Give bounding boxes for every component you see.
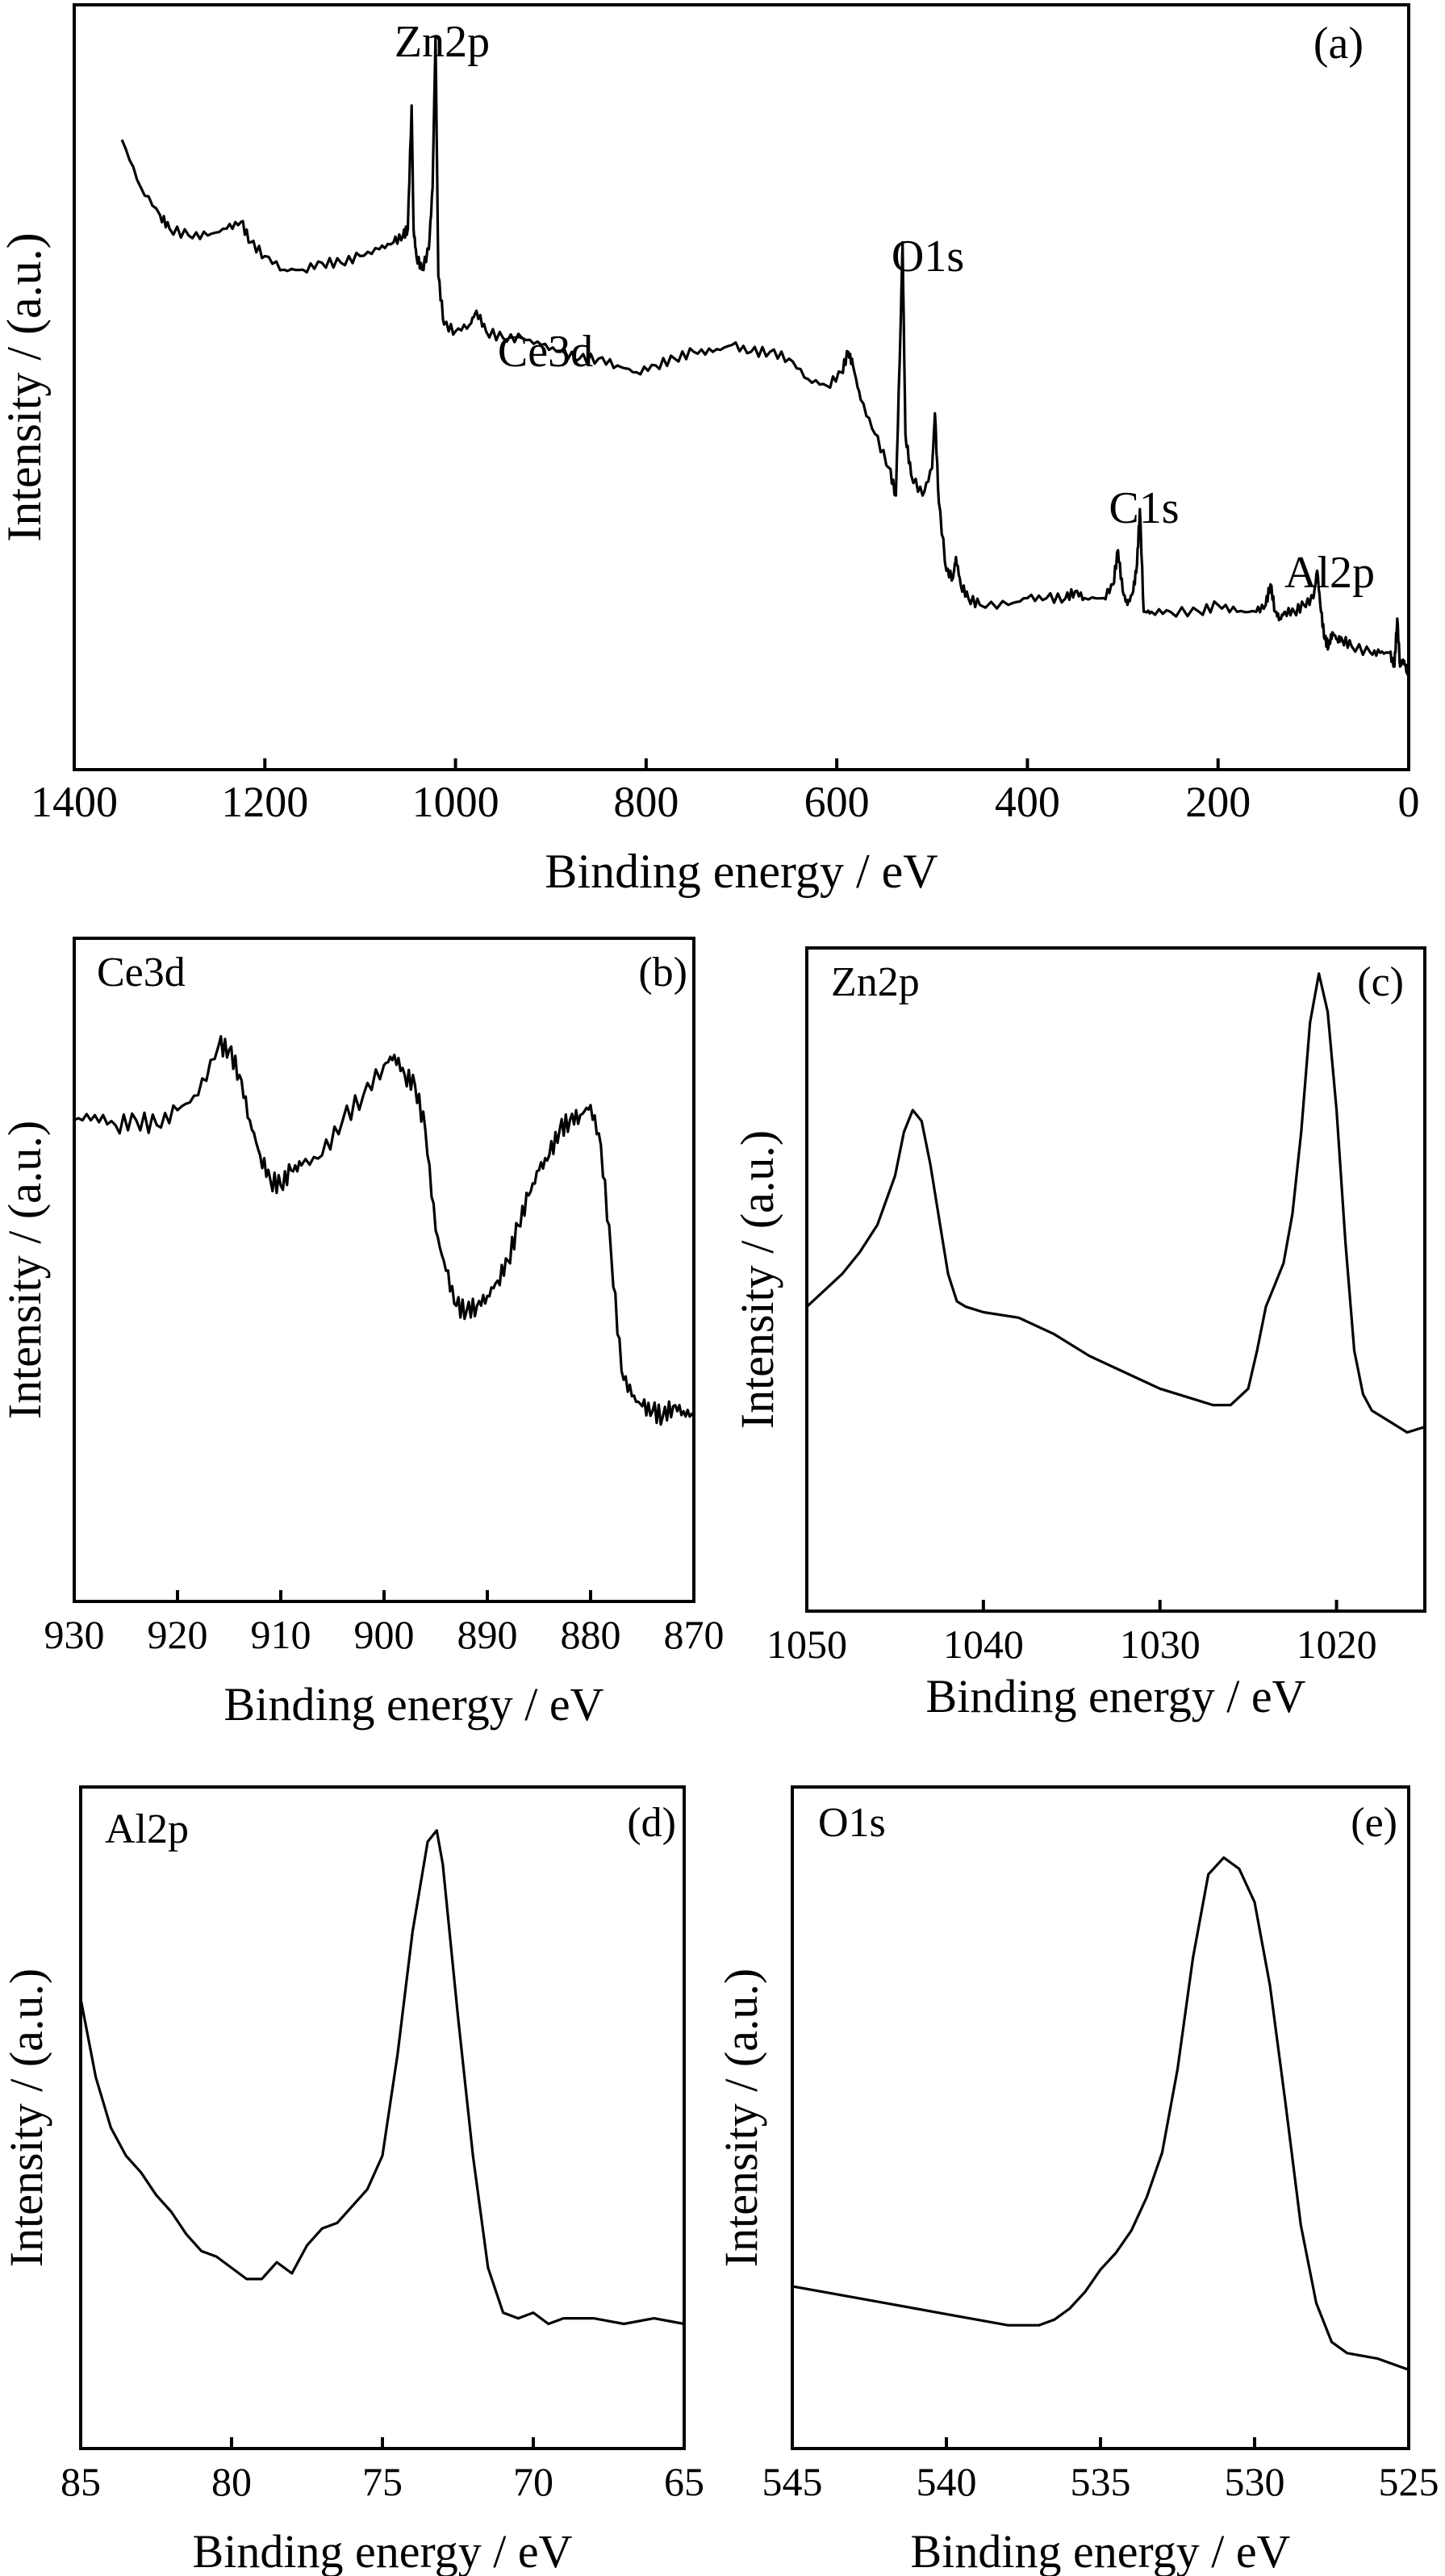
panel-a-label: (a)	[1313, 19, 1364, 69]
panel-a-x-tick-label: 200	[1185, 778, 1251, 826]
panel-d-inset-label: Al2p	[105, 1806, 189, 1852]
panel-a-frame	[73, 3, 1410, 771]
panel-c-series-line	[805, 972, 1426, 1434]
panel-d-x-tick-label: 85	[61, 2459, 101, 2504]
panel-b-x-tick-label: 880	[561, 1612, 621, 1657]
panel-e-x-tick-label: 535	[1071, 2459, 1131, 2504]
panel-a-peak-annotations: Zn2p Ce3d O1s C1s Al2p	[395, 17, 1375, 598]
panel-e-label: (e)	[1351, 1800, 1397, 1846]
panel-c-x-tick-label: 1040	[943, 1622, 1024, 1667]
panel-e-xlabel: Binding energy / eV	[911, 2525, 1291, 2576]
panel-e-x-ticks: 545 540 535 530 525	[762, 2437, 1439, 2504]
panel-a-series-line	[120, 35, 1410, 676]
annotation-zn2p: Zn2p	[395, 17, 490, 67]
annotation-o1s: O1s	[892, 232, 964, 282]
panel-d-x-tick-label: 80	[211, 2459, 252, 2504]
panel-e-frame	[791, 1785, 1410, 2450]
panel-d-series-line	[79, 1829, 685, 2326]
panel-d-label: (d)	[627, 1800, 676, 1846]
panel-b-frame	[73, 937, 695, 1603]
panel-d-x-tick-label: 75	[362, 2459, 403, 2504]
panel-b-series-line	[73, 1035, 695, 1426]
panel-a-x-ticks: 1400 1200 1000 800 600 400 200 0	[31, 758, 1420, 826]
panel-c-zn2p-spectrum: 1050 1040 1030 1020 Zn2p (c) Binding energy…	[731, 946, 1426, 1722]
panel-b-x-tick-label: 910	[251, 1612, 311, 1657]
panel-d-x-ticks: 85 80 75 70 65	[61, 2437, 704, 2504]
panel-d-al2p-spectrum: 85 80 75 70 65 Al2p (d) Binding energy / eV …	[0, 1785, 704, 2576]
panel-a-x-tick-label: 600	[804, 778, 870, 826]
panel-d-ylabel: Intensity / (a.u.)	[0, 1969, 52, 2267]
panel-a-x-tick-label: 1200	[221, 778, 308, 826]
annotation-al2p: Al2p	[1284, 548, 1375, 598]
panel-a-x-tick-label: 400	[995, 778, 1060, 826]
panel-a-x-tick-label: 1000	[412, 778, 499, 826]
panel-c-label: (c)	[1357, 959, 1404, 1005]
annotation-ce3d: Ce3d	[498, 327, 593, 377]
panel-a-ylabel: Intensity / (a.u.)	[0, 232, 51, 541]
panel-b-ylabel: Intensity / (a.u.)	[0, 1121, 51, 1419]
panel-d-frame	[79, 1785, 686, 2450]
panel-d-xlabel: Binding energy / eV	[193, 2525, 573, 2576]
panel-c-frame	[805, 946, 1426, 1613]
panel-d-x-tick-label: 65	[664, 2459, 704, 2504]
panel-e-o1s-spectrum: 545 540 535 530 525 O1s (e) Binding energy /…	[715, 1785, 1439, 2576]
panel-e-x-tick-label: 525	[1379, 2459, 1439, 2504]
panel-e-x-tick-label: 530	[1225, 2459, 1285, 2504]
panel-a-x-tick-label: 800	[613, 778, 679, 826]
panel-e-ylabel: Intensity / (a.u.)	[715, 1969, 767, 2267]
panel-c-ylabel: Intensity / (a.u.)	[731, 1130, 783, 1429]
panel-a-x-tick-label: 1400	[31, 778, 118, 826]
panel-c-xlabel: Binding energy / eV	[926, 1670, 1306, 1722]
panel-d-x-tick-label: 70	[513, 2459, 553, 2504]
panel-b-x-tick-label: 870	[664, 1612, 725, 1657]
panel-e-x-tick-label: 540	[917, 2459, 977, 2504]
panel-b-ce3d-spectrum: 930 920 910 900 890 880 870 Ce3d (b) Binding e…	[0, 937, 725, 1731]
panel-c-inset-label: Zn2p	[831, 959, 920, 1005]
panel-b-x-tick-label: 920	[148, 1612, 208, 1657]
panel-c-x-tick-label: 1020	[1297, 1622, 1377, 1667]
panel-b-inset-label: Ce3d	[97, 950, 186, 996]
panel-a-x-tick-label: 0	[1398, 778, 1420, 826]
panel-b-x-ticks: 930 920 910 900 890 880 870	[44, 1590, 725, 1657]
panel-e-x-tick-label: 545	[762, 2459, 823, 2504]
panel-e-inset-label: O1s	[818, 1800, 886, 1846]
panel-b-x-tick-label: 930	[44, 1612, 105, 1657]
panel-e-series-line	[791, 1856, 1410, 2371]
panel-a-survey-spectrum: 1400 1200 1000 800 600 400 200 0 (a) Binding en…	[0, 3, 1420, 898]
panel-b-x-tick-label: 900	[354, 1612, 415, 1657]
panel-c-x-ticks: 1050 1040 1030 1020	[766, 1600, 1377, 1667]
panel-a-xlabel: Binding energy / eV	[545, 845, 938, 898]
panel-c-x-tick-label: 1050	[766, 1622, 847, 1667]
panel-b-xlabel: Binding energy / eV	[224, 1678, 604, 1731]
annotation-c1s: C1s	[1109, 483, 1179, 533]
panel-b-x-tick-label: 890	[457, 1612, 518, 1657]
panel-b-label: (b)	[638, 950, 687, 996]
panel-c-x-tick-label: 1030	[1120, 1622, 1201, 1667]
